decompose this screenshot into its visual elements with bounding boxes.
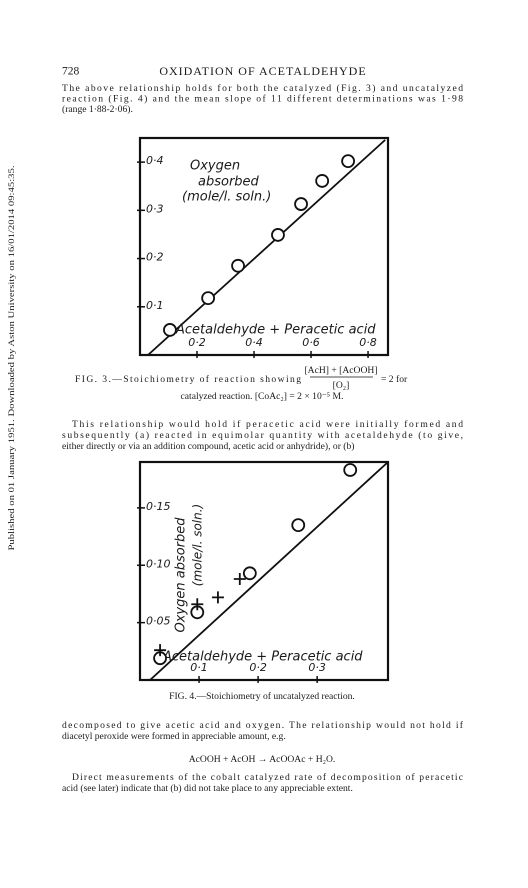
paragraph-line: subsequently (a) reacted in equimolar qu…	[62, 430, 463, 441]
fit-line	[149, 462, 388, 680]
fit-line	[147, 139, 386, 355]
paragraph-line: The above relationship holds for both th…	[62, 83, 463, 94]
data-point	[271, 228, 285, 242]
y-tick-label: 0·10	[146, 557, 171, 570]
caption: FIG. 3.—Stoichiometry of reaction showin…	[75, 374, 301, 385]
y-tick-label: 0·05	[146, 615, 171, 628]
plot-area: Acetaldehyde + Peracetic acid	[149, 462, 388, 680]
paragraph-line: (range 1·88-2·06).	[62, 104, 133, 115]
caption-denominator: [O₂]	[333, 380, 350, 391]
x-tick-label: 0·6	[302, 336, 320, 349]
data-point	[341, 154, 355, 169]
data-point-cross	[211, 591, 224, 604]
caption-numerator: [AcH] + [AcOOH]	[304, 365, 377, 376]
caption: FIG. 4.—Stoichiometry of uncatalyzed rea…	[169, 691, 355, 702]
data-point-cross	[233, 573, 246, 586]
paragraph-line: reaction (Fig. 4) and the mean slope of …	[62, 94, 463, 105]
axis-annotation: Oxygen	[190, 159, 240, 174]
x-tick-label: 0·3	[308, 661, 326, 674]
data-point	[291, 518, 306, 533]
caption: catalyzed reaction. [CoAc₂] = 2 × 10⁻⁵ M…	[181, 391, 344, 402]
data-point	[294, 197, 308, 211]
side-note: Published on 01 January 1951. Downloaded…	[6, 166, 16, 551]
paragraph-line: This relationship would hold if peraceti…	[72, 419, 463, 430]
x-annotation: Acetaldehyde + Peracetic acid	[162, 650, 363, 665]
data-point	[201, 291, 216, 305]
plot-frame	[138, 460, 390, 682]
y-tick-label: 0·1	[146, 299, 164, 312]
y-tick-label: 0·4	[146, 154, 164, 167]
x-tick-label: 0·8	[359, 336, 377, 349]
y-tick-label: 0·15	[146, 500, 171, 513]
plot-area: Acetaldehyde + Peracetic acid	[147, 139, 386, 355]
axis-annotation: (mole/l. soln.)	[191, 504, 205, 586]
x-tick-label: 0·2	[188, 336, 206, 349]
plot-frame	[138, 136, 390, 357]
equation: AcOOH + AcOH → AcOOAc + H₂O.	[189, 754, 336, 765]
paragraph-line: diacetyl peroxide were formed in appreci…	[62, 731, 286, 742]
x-annotation: Acetaldehyde + Peracetic acid	[175, 323, 376, 338]
axis-annotation: absorbed	[198, 175, 260, 190]
axis-annotation: (mole/l. soln.)	[182, 190, 271, 205]
data-point	[315, 174, 330, 188]
data-point-cross	[154, 644, 167, 657]
data-point	[343, 463, 358, 477]
x-tick-label: 0·4	[245, 336, 263, 349]
x-tick-label: 0·2	[249, 661, 267, 674]
data-point-cross	[191, 598, 204, 611]
running-title: OXIDATION OF ACETALDEHYDE	[159, 64, 366, 78]
paragraph-line: decomposed to give acetic acid and oxyge…	[62, 720, 464, 731]
paragraph-line: Direct measurements of the cobalt cataly…	[72, 772, 463, 783]
paragraph-line: either directly or via an addition compo…	[62, 441, 355, 452]
y-tick-label: 0·3	[146, 202, 164, 215]
data-point	[242, 566, 257, 581]
data-point	[231, 258, 245, 273]
paragraph-line: acid (see later) indicate that (b) did n…	[62, 783, 353, 794]
y-tick-label: 0·2	[146, 251, 164, 264]
x-tick-label: 0·1	[190, 661, 208, 674]
page-number: 728	[62, 66, 80, 78]
data-point	[163, 323, 177, 337]
caption: = 2 for	[381, 374, 408, 385]
axis-annotation: Oxygen absorbed	[174, 517, 189, 633]
